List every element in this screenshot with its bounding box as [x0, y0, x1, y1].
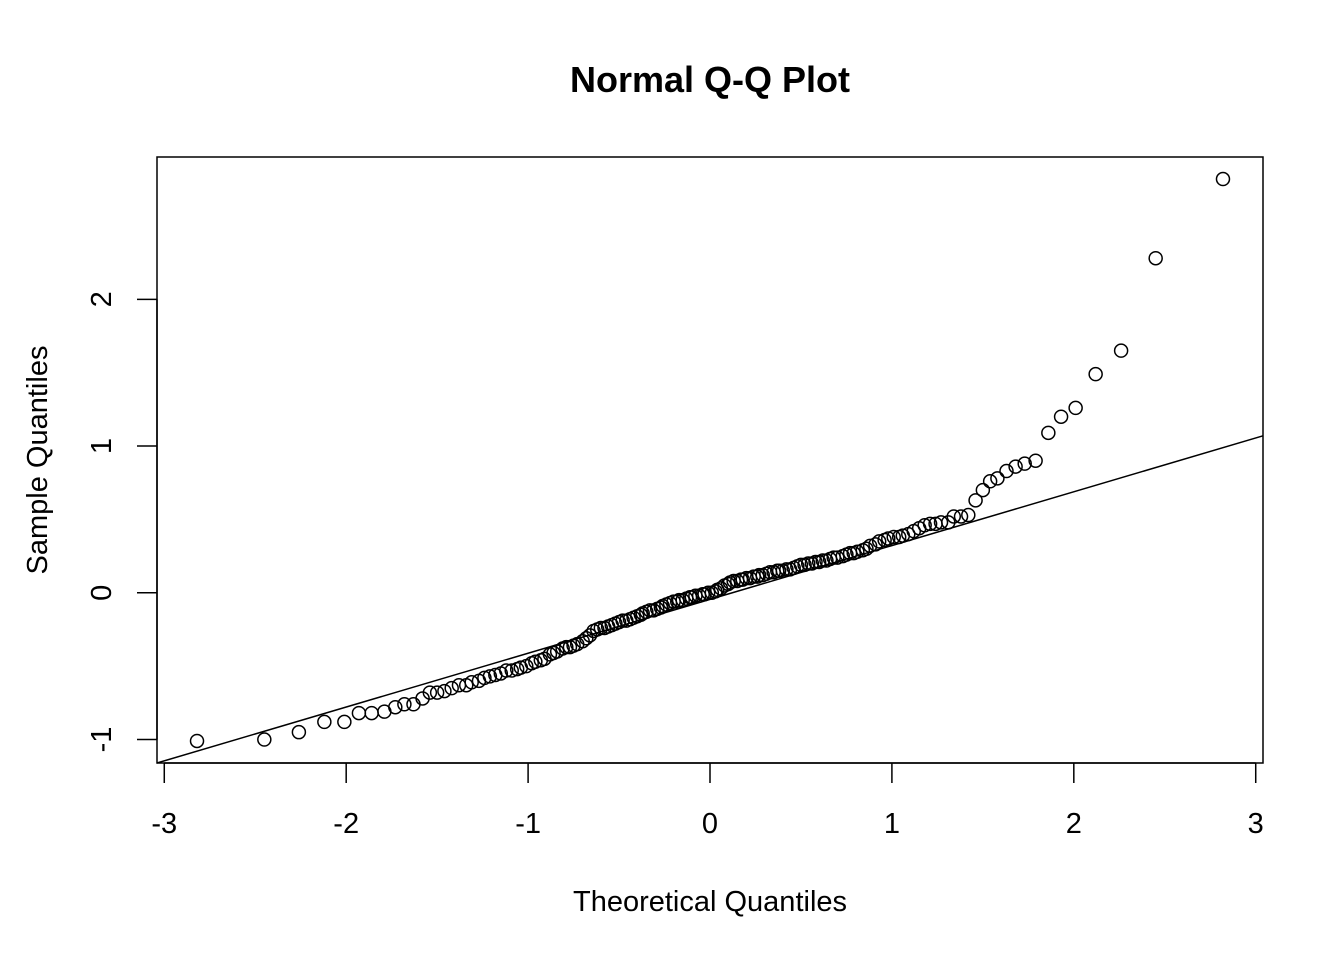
data-point [1008, 459, 1023, 474]
data-point [922, 516, 938, 532]
data-point [351, 705, 367, 721]
data-point [961, 507, 976, 523]
data-point [257, 732, 272, 747]
data-point [990, 471, 1005, 486]
data-point [886, 529, 901, 545]
y-axis: -1 0 1 2 [86, 291, 158, 753]
data-point [397, 697, 412, 712]
points-layer [189, 171, 1231, 749]
x-tick-label: 1 [884, 808, 900, 840]
data-point [859, 541, 874, 557]
data-point [975, 482, 991, 498]
data-point [1028, 453, 1043, 468]
data-point [700, 585, 716, 601]
x-axis: -3 -2 -1 0 1 2 3 [151, 762, 1264, 840]
data-point [670, 594, 685, 609]
data-point [871, 534, 887, 549]
data-point [1017, 456, 1032, 471]
data-point [528, 654, 543, 670]
data-point [388, 699, 403, 715]
data-point [1041, 425, 1056, 441]
x-tick-label: -1 [515, 808, 541, 840]
data-point [451, 677, 467, 693]
data-point [881, 531, 896, 546]
data-point [189, 733, 205, 749]
x-tick-label: 0 [702, 808, 718, 840]
x-tick-label: 3 [1248, 808, 1264, 840]
data-point [800, 556, 816, 571]
data-point [1113, 343, 1129, 358]
data-point [1088, 366, 1103, 382]
chart-title: Normal Q-Q Plot [570, 59, 850, 100]
data-point [779, 562, 794, 577]
x-tick-label: -3 [151, 808, 177, 840]
data-point [1148, 250, 1163, 266]
data-point [579, 631, 594, 646]
y-axis-label: Sample Quantiles [22, 346, 54, 575]
data-point [499, 663, 514, 678]
x-tick-label: 2 [1066, 808, 1082, 840]
data-point [615, 613, 630, 628]
y-tick-label: -1 [86, 727, 118, 753]
x-axis-label: Theoretical Quantiles [573, 886, 847, 918]
data-point [968, 493, 983, 508]
data-point [291, 724, 307, 740]
data-point [1068, 400, 1083, 416]
data-point [850, 544, 865, 559]
data-point [429, 685, 445, 700]
data-point [793, 557, 809, 573]
y-tick-label: 0 [86, 585, 118, 601]
data-point [1215, 171, 1231, 187]
data-point [422, 685, 438, 700]
x-tick-label: -2 [333, 808, 359, 840]
data-point [862, 538, 878, 554]
data-point [808, 554, 823, 570]
data-point [982, 474, 998, 489]
data-point [830, 550, 845, 565]
data-point [444, 680, 459, 696]
data-point [464, 675, 479, 690]
data-point [953, 509, 969, 524]
y-tick-label: 1 [86, 438, 118, 454]
data-point [917, 518, 932, 533]
data-point [337, 714, 352, 730]
data-point [364, 705, 379, 721]
plot-frame [156, 156, 1264, 764]
y-tick-label: 2 [86, 291, 118, 307]
data-point [771, 563, 787, 579]
data-point [593, 620, 609, 636]
data-point [437, 683, 452, 699]
data-point [642, 603, 658, 618]
data-point [933, 515, 949, 530]
data-point [751, 567, 767, 583]
data-point [750, 569, 765, 584]
data-point [482, 669, 498, 684]
data-point [868, 537, 883, 552]
data-point [559, 639, 574, 655]
data-point [504, 663, 519, 678]
data-point [815, 553, 831, 568]
data-point [946, 509, 962, 524]
data-point [406, 697, 421, 712]
data-point [477, 670, 492, 686]
data-point [317, 714, 332, 730]
data-point [999, 463, 1014, 479]
data-point [1053, 409, 1069, 424]
